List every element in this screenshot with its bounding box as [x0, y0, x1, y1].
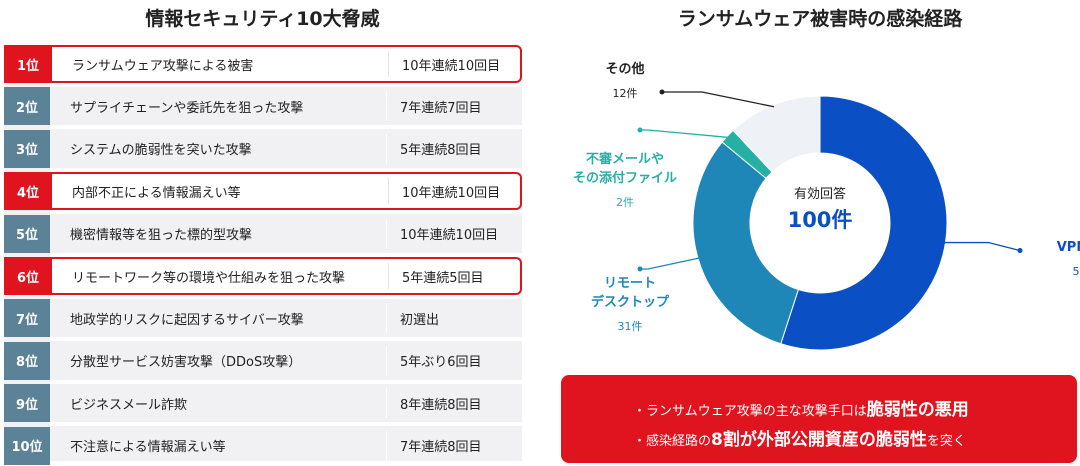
callout-line-2-suffix: を突く: [926, 434, 966, 449]
threat-streak: 10年連続10回目: [402, 185, 501, 201]
column-divider: [386, 133, 387, 164]
threat-row: 3位 システムの脆弱性を突いた攻撃 5年連続8回目: [4, 129, 522, 168]
slice-label: 不審メールや その添付ファイル 2件: [560, 150, 690, 210]
rank-badge: 2位: [4, 87, 50, 126]
rank-badge: 7位: [4, 299, 50, 338]
column-divider: [388, 51, 389, 77]
slice-label: リモートデスクトップ 31件: [570, 274, 690, 334]
threat-name: ビジネスメール詐欺: [70, 397, 188, 413]
column-divider: [386, 388, 387, 419]
row-separator: [50, 422, 522, 427]
rank-badge: 1位: [4, 45, 52, 83]
callout-line-1-prefix: ・ランサムウェア攻撃の主な攻撃手口は: [633, 404, 867, 419]
threat-streak: 7年連続8回目: [400, 440, 482, 456]
row-separator: [50, 295, 522, 299]
column-divider: [386, 218, 387, 249]
slice-count: 31件: [617, 320, 643, 333]
column-divider: [386, 91, 387, 122]
slice-label: VPN機器 55件: [1030, 238, 1080, 279]
callout-line-2-emph: 8割が外部公開資産の脆弱性: [711, 430, 927, 450]
threat-name: 地政学的リスクに起因するサイバー攻撃: [70, 312, 304, 328]
threat-name: サプライチェーンや委託先を狙った攻撃: [70, 100, 304, 116]
leader-dot: [659, 89, 665, 95]
threat-row: 9位 ビジネスメール詐欺 8年連続8回目: [4, 384, 522, 423]
threat-list-title: 情報セキュリティ10大脅威: [145, 8, 380, 30]
row-separator: [50, 210, 522, 215]
slice-name-line: デスクトップ: [590, 295, 669, 310]
threat-name: システムの脆弱性を突いた攻撃: [70, 143, 252, 159]
callout-line-1: ・ランサムウェア攻撃の主な攻撃手口は 脆弱性の悪用: [633, 395, 969, 420]
threat-name: 機密情報等を狙った標的型攻撃: [70, 228, 253, 244]
threat-row: 2位 サプライチェーンや委託先を狙った攻撃 7年連続7回目: [4, 87, 522, 126]
column-divider: [386, 345, 387, 376]
slice-name-line: リモート: [603, 276, 656, 291]
slice-label: その他 12件: [590, 60, 660, 101]
threat-row: 1位 ランサムウェア攻撃による被害 10年連続10回目: [4, 45, 522, 83]
rank-badge: 5位: [4, 214, 50, 253]
leader-line: [640, 129, 729, 139]
callout-line-2-prefix: ・感染経路の: [633, 434, 712, 449]
summary-callout: ・ランサムウェア攻撃の主な攻撃手口は 脆弱性の悪用 ・感染経路の 8割が外部公開…: [561, 375, 1077, 463]
threat-name: 内部不正による情報漏えい等: [72, 185, 241, 201]
threat-streak: 5年連続5回目: [402, 270, 484, 286]
row-separator: [50, 252, 522, 257]
slice-count: 12件: [612, 87, 638, 100]
threat-row: 10位 不注意による情報漏えい等 7年連続8回目: [4, 426, 522, 465]
leader-line: [662, 91, 775, 108]
slice-name: VPN機器: [1056, 240, 1080, 255]
slice-name: その他: [605, 62, 645, 77]
threat-streak: 5年連続8回目: [400, 143, 482, 159]
threat-name: リモートワーク等の環境や仕組みを狙った攻撃: [72, 270, 346, 286]
threat-streak: 初選出: [400, 312, 440, 328]
donut-chart: 有効回答 100件 VPN機器 55件リモートデスクトップ 31件 不審メールやその添…: [560, 40, 1080, 370]
threat-name: 分散型サービス妨害攻撃（DDoS攻撃）: [70, 355, 302, 371]
leader-line: [943, 241, 1021, 252]
chart-title: ランサムウェア被害時の感染経路: [677, 8, 963, 30]
donut-svg: [637, 89, 1023, 351]
threat-table: 1位 ランサムウェア攻撃による被害 10年連続10回目 2位 サプライチェーンや委託先を…: [4, 45, 522, 465]
threat-row: 4位 内部不正による情報漏えい等 10年連続10回目: [4, 172, 522, 211]
slice-count: 2件: [616, 196, 634, 209]
center-label: 有効回答 100件: [750, 183, 890, 234]
threat-row: 5位 機密情報等を狙った標的型攻撃 10年連続10回目: [4, 214, 522, 253]
threat-name: ランサムウェア攻撃による被害: [72, 58, 254, 74]
column-divider: [388, 178, 389, 205]
rank-badge: 4位: [4, 172, 52, 211]
rank-badge: 8位: [4, 341, 50, 380]
row-separator: [50, 125, 522, 130]
column-divider: [388, 263, 389, 289]
rank-badge: 6位: [4, 257, 52, 295]
callout-line-2: ・感染経路の 8割が外部公開資産の脆弱性 を突く: [633, 425, 966, 450]
slice-count: 55件: [1072, 265, 1080, 278]
threat-streak: 5年ぶり6回目: [400, 355, 482, 371]
column-divider: [386, 430, 387, 461]
leader-dot: [637, 266, 643, 272]
row-separator: [50, 167, 522, 172]
callout-line-1-emph: 脆弱性の悪用: [866, 400, 969, 420]
rank-badge: 9位: [4, 384, 50, 423]
rank-badge: 3位: [4, 129, 50, 168]
row-separator: [50, 83, 522, 87]
threat-name: 不注意による情報漏えい等: [70, 440, 226, 456]
row-separator: [50, 337, 522, 342]
leader-dot: [637, 127, 643, 133]
threat-streak: 8年連続8回目: [400, 397, 482, 413]
slice-name-line: 不審メールや: [585, 152, 664, 167]
column-divider: [386, 303, 387, 334]
center-caption: 有効回答: [793, 187, 846, 202]
threat-row: 8位 分散型サービス妨害攻撃（DDoS攻撃） 5年ぶり6回目: [4, 341, 522, 380]
rank-badge: 10位: [4, 426, 50, 465]
threat-streak: 10年連続10回目: [400, 228, 499, 244]
leader-dot: [1017, 248, 1023, 254]
donut-hole: [750, 153, 890, 293]
threat-streak: 7年連続7回目: [400, 100, 482, 116]
threat-row: 6位 リモートワーク等の環境や仕組みを狙った攻撃 5年連続5回目: [4, 257, 522, 295]
slice-name-line: その添付ファイル: [572, 171, 677, 186]
threat-streak: 10年連続10回目: [402, 58, 501, 74]
center-value: 100件: [787, 208, 853, 232]
threat-row: 7位 地政学的リスクに起因するサイバー攻撃 初選出: [4, 299, 522, 338]
leader-line: [640, 257, 701, 270]
row-separator: [50, 379, 522, 384]
